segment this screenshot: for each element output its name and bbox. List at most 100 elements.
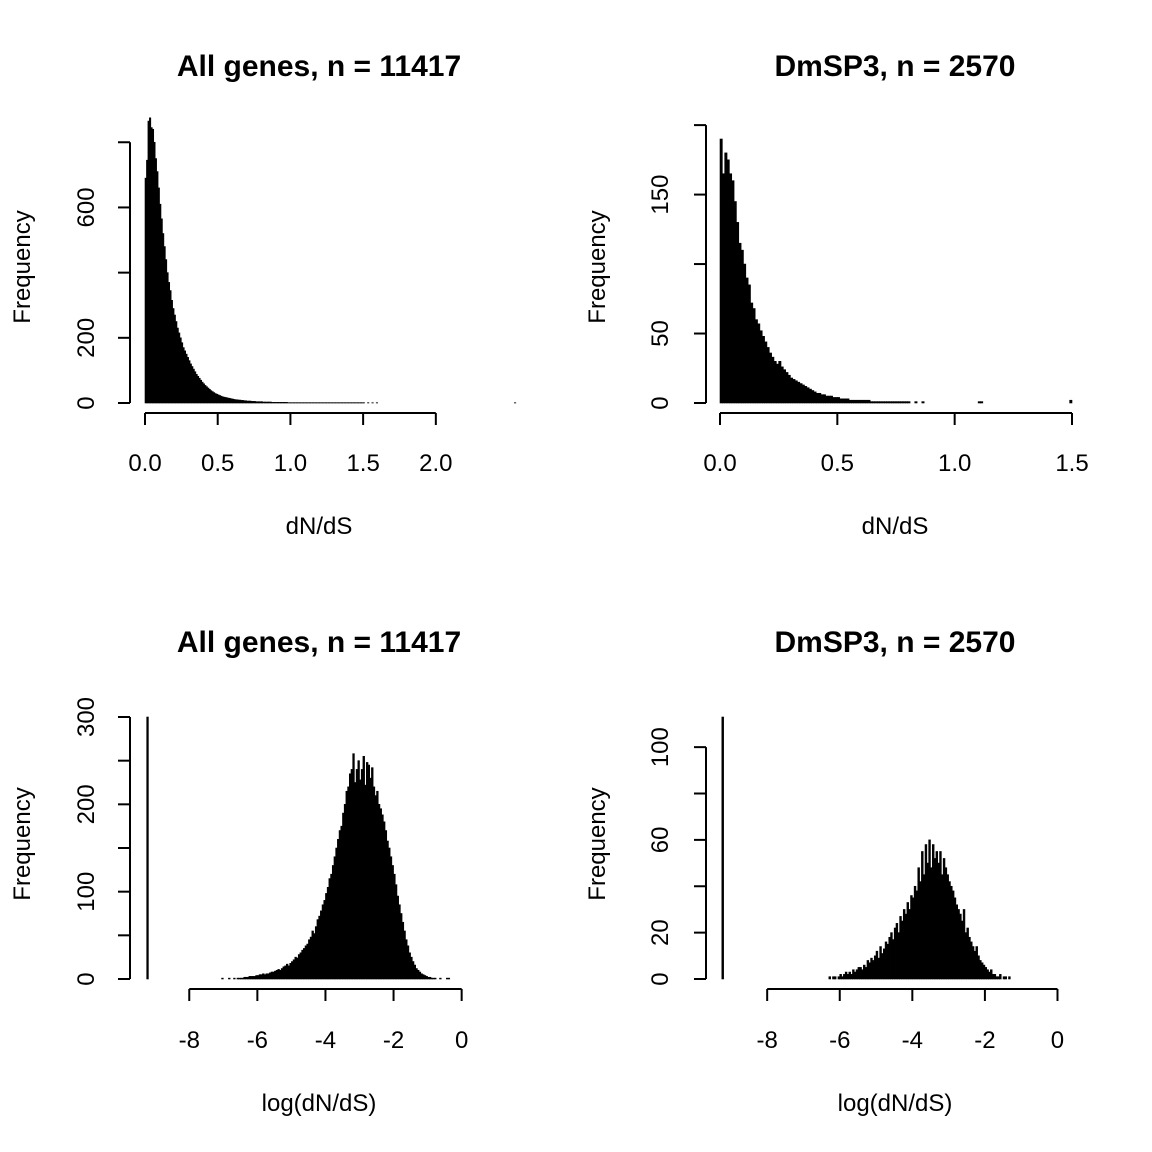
x-tick-label: 0.0 xyxy=(128,450,161,477)
histogram-bar xyxy=(867,399,871,404)
histogram-bar xyxy=(768,352,772,404)
histogram-bar xyxy=(740,249,744,404)
histogram-bar xyxy=(851,399,855,404)
histogram-bar xyxy=(1069,399,1073,404)
y-tick-label: 60 xyxy=(647,827,674,854)
chart-title: DmSP3, n = 2570 xyxy=(775,626,1016,659)
x-tick-label: 0 xyxy=(455,1027,468,1054)
histogram-bar xyxy=(839,398,843,404)
histogram-bar xyxy=(820,394,824,404)
x-tick-label: -4 xyxy=(902,1027,923,1054)
x-axis-label: dN/dS xyxy=(286,513,353,540)
histogram-bar xyxy=(799,383,803,404)
y-tick-label: 200 xyxy=(73,784,100,824)
histogram-bar xyxy=(721,716,724,980)
x-tick-label: -6 xyxy=(247,1027,268,1054)
x-tick-label: -6 xyxy=(829,1027,850,1054)
histogram-bar xyxy=(747,284,751,404)
x-axis-label: log(dN/dS) xyxy=(262,1090,377,1117)
histogram-bar xyxy=(827,395,831,404)
histogram-bar xyxy=(745,277,749,404)
histogram-bar xyxy=(1004,976,1007,980)
y-tick-label: 300 xyxy=(73,697,100,737)
chart-title: All genes, n = 11417 xyxy=(177,626,461,659)
y-tick-label: 0 xyxy=(647,972,674,985)
histogram-bar xyxy=(846,398,850,404)
y-axis-label: Frequency xyxy=(584,210,611,323)
histogram-bar xyxy=(439,977,442,980)
y-axis-label: Frequency xyxy=(9,210,36,323)
histogram-bar xyxy=(743,263,747,404)
histogram-bar xyxy=(818,392,822,404)
x-tick-label: 1.5 xyxy=(346,450,379,477)
histogram-bar xyxy=(766,347,770,404)
y-tick-label: 150 xyxy=(647,175,674,215)
histogram-bar xyxy=(876,401,880,404)
histogram-bar xyxy=(853,399,857,404)
histogram-bar xyxy=(750,302,754,404)
histogram-bar xyxy=(233,977,236,980)
histogram-bar xyxy=(907,401,911,404)
histogram-bar xyxy=(977,401,981,404)
x-tick-label: 1.0 xyxy=(274,450,307,477)
histogram-bar xyxy=(832,397,836,404)
x-tick-label: 1.0 xyxy=(938,450,971,477)
histogram-bar xyxy=(883,401,887,404)
histogram-bar xyxy=(921,401,925,404)
histogram-bar xyxy=(828,976,831,980)
histogram-bar xyxy=(980,401,984,404)
histogram-bar xyxy=(733,201,737,404)
x-tick-label: -2 xyxy=(383,1027,404,1054)
y-axis-label: Frequency xyxy=(9,787,36,900)
histogram-bar xyxy=(778,361,782,404)
histogram-bar xyxy=(905,401,909,404)
histogram-bar xyxy=(724,152,728,404)
y-tick-label: 100 xyxy=(73,872,100,912)
histogram-bar xyxy=(808,388,812,404)
histogram-bar xyxy=(783,369,787,404)
histogram-bar xyxy=(879,401,883,404)
histogram-bar xyxy=(228,977,231,980)
histogram-bar xyxy=(759,330,763,404)
y-tick-label: 0 xyxy=(73,972,100,985)
x-tick-label: 0.5 xyxy=(821,450,854,477)
histogram-bar xyxy=(855,399,859,404)
x-tick-label: -8 xyxy=(757,1027,778,1054)
y-tick-label: 200 xyxy=(73,318,100,358)
y-tick-label: 20 xyxy=(647,919,674,946)
histogram-bar xyxy=(764,341,768,404)
histogram-bar xyxy=(815,392,819,404)
histogram-bar xyxy=(719,138,723,404)
x-tick-label: 1.5 xyxy=(1055,450,1088,477)
histogram-bar xyxy=(729,173,733,404)
y-tick-label: 0 xyxy=(73,396,100,409)
histogram-bar xyxy=(804,386,808,404)
histogram-bar xyxy=(898,401,901,404)
histogram-bar xyxy=(757,323,761,404)
histogram-bar xyxy=(886,401,890,404)
histogram-bar xyxy=(146,716,149,980)
histogram-bar xyxy=(858,399,862,404)
chart-title: All genes, n = 11417 xyxy=(177,50,461,83)
histogram-bar xyxy=(736,222,740,404)
histogram-bar xyxy=(221,977,224,980)
y-tick-label: 100 xyxy=(647,727,674,767)
y-axis-label: Frequency xyxy=(584,787,611,900)
histogram-bar xyxy=(787,374,791,404)
histogram-bar xyxy=(738,242,742,404)
x-axis-label: dN/dS xyxy=(862,513,929,540)
histogram-bar xyxy=(813,391,817,404)
histogram-bar xyxy=(811,390,815,404)
x-tick-label: -4 xyxy=(315,1027,336,1054)
histogram-bar xyxy=(848,399,852,404)
histogram-bar xyxy=(785,372,789,404)
histogram-bar xyxy=(447,977,451,980)
histogram-bar xyxy=(773,361,777,404)
histogram-bar xyxy=(806,387,810,404)
x-tick-label: 0.0 xyxy=(703,450,736,477)
histogram-bar xyxy=(860,399,864,404)
y-tick-label: 600 xyxy=(73,187,100,227)
histogram-bar xyxy=(865,399,869,404)
histogram-bar xyxy=(722,173,725,404)
histogram-bar xyxy=(874,401,878,404)
